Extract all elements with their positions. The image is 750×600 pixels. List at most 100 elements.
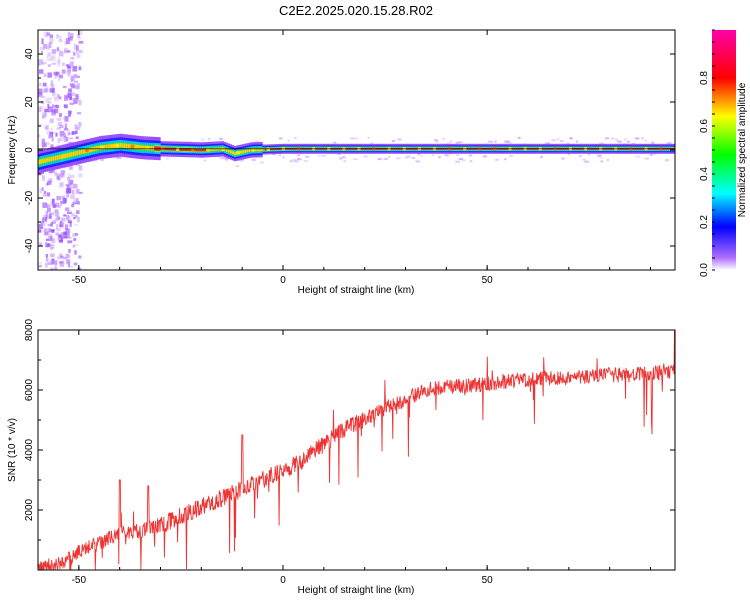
spectrogram-noise-cell [370,142,374,145]
spectrogram-noise-cell [291,158,297,161]
spectrogram-noise-cell [78,66,82,71]
spectrogram-ridge-cell [121,143,124,148]
spectrogram-noise-cell [77,30,83,36]
spectrogram-noise-cell [67,261,71,268]
spectrogram-ridge-cell [270,148,273,151]
spectrogram-noise-cell [76,164,80,167]
spectrogram-noise-cell [56,195,62,201]
spectrogram-noise-cell [287,139,290,142]
spectrogram-noise-cell [71,84,76,89]
spectrogram-ridge-cell [182,148,186,151]
spectrogram-noise-cell [41,61,47,65]
spectrogram-ridge-cell [231,151,235,155]
spectrogram-noise-cell [48,108,54,112]
spectrogram-peak [206,147,210,152]
spectrogram-ridge-cell [242,150,245,154]
spectrogram-ridge-cell [68,152,71,157]
spectrogram-peak [266,147,271,152]
spectrogram-noise-cell [65,253,70,259]
spectrogram-ridge-cell [260,148,263,152]
spectrogram-noise-cell [634,137,639,140]
y-tick-label: -40 [24,238,35,253]
spectrogram-noise-cell [73,262,78,266]
spectrogram-ridge-cell [185,148,188,151]
spectrogram-noise-cell [60,200,63,205]
spectrogram-noise-cell [617,140,622,143]
spectrogram-noise-cell [71,203,74,208]
spectrogram-noise-cell [350,137,354,140]
spectrogram-noise-cell [279,137,283,140]
spectrogram-noise-cell [71,130,77,135]
spectrogram-noise-cell [597,154,602,157]
spectrogram-noise-cell [58,234,63,238]
spectrogram-noise-cell [610,137,615,140]
spectrogram-noise-cell [649,154,653,157]
spectrogram-ridge-cell [76,150,79,156]
spectrogram-noise-cell [559,140,564,143]
spectrogram-noise-cell [666,142,672,145]
spectrogram-noise-cell [78,191,83,194]
spectrogram-noise-cell [64,50,68,53]
spectrogram-noise-cell [59,182,64,187]
spectrogram-ridge-cell [211,147,214,151]
spectrogram-noise-cell [71,213,75,217]
spectrogram-noise-cell [635,155,641,158]
spectrogram-ridge-cell [258,148,261,152]
spectrogram-noise-cell [62,256,68,260]
spectrogram-noise-cell [73,74,78,79]
spectrogram-ridge-cell [58,155,61,160]
spectrogram-noise-cell [54,209,59,214]
spectrogram-noise-cell [76,125,80,131]
spectrogram-noise-cell [51,49,57,54]
spectrogram-noise-cell [57,178,61,181]
spectrogram-noise-cell [67,216,71,222]
spectrogram-peak [115,143,120,148]
spectrogram-noise-cell [51,168,55,173]
spectrogram-noise-cell [458,141,463,144]
spectrogram-noise-cell [599,142,605,145]
spectrogram-noise-cell [56,71,59,77]
spectrogram-noise-cell [51,238,56,244]
spectrogram-noise-cell [66,258,71,264]
spectrogram-noise-cell [39,47,45,50]
spectrogram-noise-cell [59,222,64,228]
colorbar-tick-label: 0.8 [699,71,710,85]
spectrogram-noise-cell [59,173,64,178]
spectrogram-noise-cell [72,98,77,102]
spectrogram-noise-cell [67,176,71,181]
spectrogram-noise-cell [70,194,75,200]
spectrogram-ridge-cell [119,143,122,148]
spectrogram-noise-cell [208,138,211,141]
y-tick-label: 40 [24,48,35,60]
spectrogram-noise-cell [38,106,42,113]
spectrogram-noise-cell [404,156,408,159]
spectrogram-noise-cell [341,156,346,159]
spectrogram-noise-cell [45,241,48,246]
spectrogram-noise-cell [72,199,78,202]
spectrogram-noise-cell [65,188,71,194]
spectrogram-ridge-cell [140,145,143,150]
spectrogram-ridge-cell [209,148,212,151]
spectrogram-noise-cell [55,202,60,207]
spectrogram-noise-cell [66,231,70,237]
spectrogram-noise-cell [60,255,64,259]
y-tick-label: 2000 [24,498,35,521]
spectrogram-noise-cell [76,53,81,59]
spectrogram-noise-cell [63,104,68,109]
spectrogram-noise-cell [51,104,54,108]
spectrogram-noise-cell [44,217,47,222]
spectrogram-noise-cell [63,231,68,235]
spectrogram-noise-cell [615,138,618,141]
spectrogram-noise-cell [455,141,460,144]
spectrogram-noise-cell [49,88,55,93]
spectrogram-noise-cell [59,130,65,137]
spectrogram-ridge-cell [74,151,77,156]
spectrogram-noise-cell [53,204,56,208]
spectrogram-noise-cell [46,130,52,135]
spectrogram-noise-cell [166,157,169,160]
spectrogram-noise-cell [56,216,61,220]
spectrogram-noise-cell [239,159,244,162]
spectrogram-noise-cell [49,118,54,124]
spectrogram-noise-cell [46,243,51,247]
spectrogram-noise-cell [504,140,507,143]
